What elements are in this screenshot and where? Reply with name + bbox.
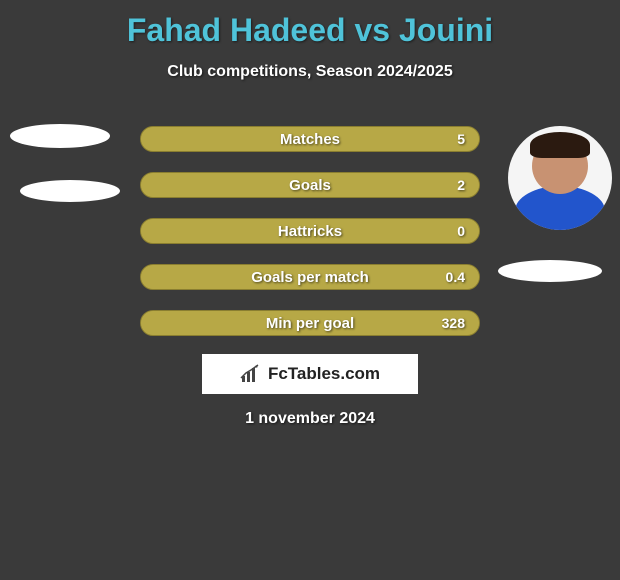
date-label: 1 november 2024 — [0, 410, 620, 428]
bar-value: 5 — [457, 131, 465, 147]
left-ellipse-1 — [10, 124, 110, 148]
logo-box[interactable]: FcTables.com — [202, 354, 418, 394]
subtitle: Club competitions, Season 2024/2025 — [0, 63, 620, 81]
bar-value: 328 — [442, 315, 465, 331]
stat-bar-min-per-goal: Min per goal 328 — [140, 310, 480, 336]
avatar-right — [508, 126, 612, 230]
bar-label: Goals — [289, 177, 331, 194]
bar-value: 0.4 — [446, 269, 465, 285]
logo-text: FcTables.com — [268, 364, 380, 384]
stat-bars: Matches 5 Goals 2 Hattricks 0 Goals per … — [140, 126, 480, 356]
bar-label: Goals per match — [251, 269, 369, 286]
stat-bar-hattricks: Hattricks 0 — [140, 218, 480, 244]
stat-bar-goals-per-match: Goals per match 0.4 — [140, 264, 480, 290]
avatar-circle — [508, 126, 612, 230]
stat-bar-matches: Matches 5 — [140, 126, 480, 152]
bar-label: Hattricks — [278, 223, 342, 240]
right-ellipse — [498, 260, 602, 282]
bar-value: 0 — [457, 223, 465, 239]
page-title: Fahad Hadeed vs Jouini — [0, 0, 620, 49]
chart-icon — [240, 364, 262, 384]
left-ellipse-2 — [20, 180, 120, 202]
stat-bar-goals: Goals 2 — [140, 172, 480, 198]
avatar-hair — [530, 132, 590, 158]
bar-label: Min per goal — [266, 315, 354, 332]
bar-label: Matches — [280, 131, 340, 148]
bar-value: 2 — [457, 177, 465, 193]
